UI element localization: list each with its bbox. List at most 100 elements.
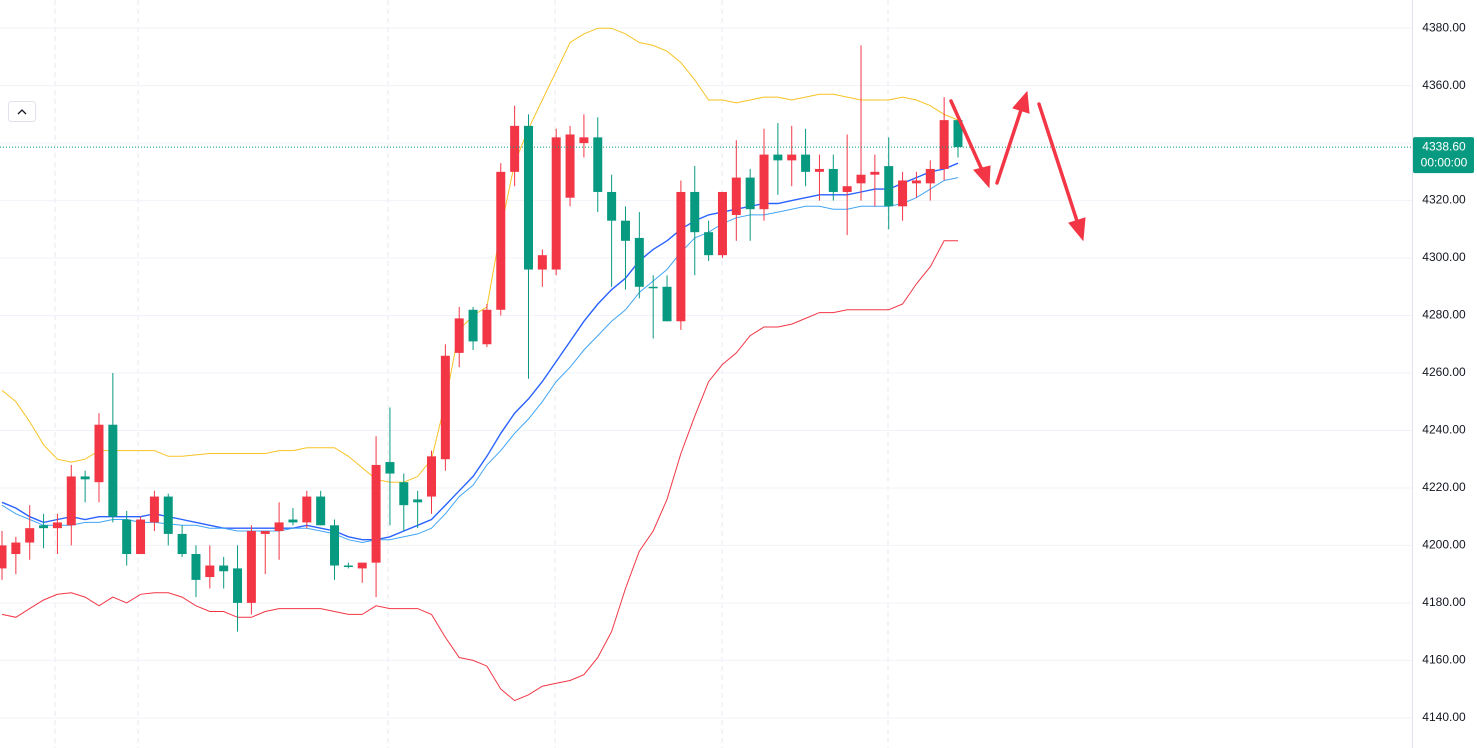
arrow-head (1012, 90, 1030, 114)
y-tick-label: 4320.00 (1422, 193, 1466, 207)
indicator-line (1, 240, 958, 702)
candle-body (870, 171, 880, 175)
candle-body (357, 562, 367, 569)
arrow-shaft (1037, 102, 1079, 223)
grid (0, 27, 1412, 719)
candle-body (731, 177, 741, 215)
arrow-shaft (995, 108, 1023, 185)
collapse-button[interactable] (8, 101, 36, 122)
candle-body (551, 137, 561, 270)
candle-body (925, 168, 935, 184)
collapse-button-frame[interactable] (8, 101, 36, 122)
candle-body (191, 554, 201, 580)
candle-body (745, 177, 755, 210)
candle-body (399, 482, 409, 506)
candle-body (163, 496, 173, 534)
last-price-box (1413, 137, 1474, 174)
candle-body (246, 531, 256, 603)
candle-body (537, 255, 547, 270)
candle-body (704, 232, 714, 256)
candle-body (39, 525, 49, 529)
candle-body (607, 191, 617, 221)
candle-body (842, 186, 852, 192)
candle-body (579, 137, 589, 144)
plot (0, 27, 1412, 702)
candle-body (11, 542, 21, 555)
candle-body (233, 568, 243, 603)
candle-body (787, 154, 797, 161)
candle-body (510, 125, 520, 172)
price-axis: 4140.00 4160.00 4180.00 4200.00 4220.00 4240.… (1413, 20, 1474, 724)
y-tick-label: 4220.00 (1422, 480, 1466, 494)
indicator-line (1, 177, 959, 544)
annotation-arrows (949, 90, 1086, 242)
candle-body (454, 318, 464, 353)
candle-body (427, 456, 437, 497)
y-tick-label: 4240.00 (1422, 423, 1466, 437)
y-tick-label: 4380.00 (1422, 20, 1466, 34)
candle-body (0, 545, 7, 569)
candle-body (523, 125, 533, 270)
y-tick-label: 4140.00 (1422, 710, 1466, 724)
candle-body (801, 154, 811, 172)
indicator-line (1, 27, 959, 483)
candle-body (482, 309, 492, 345)
candle-body (676, 191, 686, 322)
candle-body (52, 522, 62, 529)
candle-body (177, 533, 187, 555)
candle-body (288, 519, 298, 523)
candle-body (385, 462, 395, 474)
candle-body (80, 476, 90, 480)
y-tick-label: 4360.00 (1422, 78, 1466, 92)
candle-body (496, 171, 506, 310)
candle-body (939, 120, 949, 169)
candle-body (953, 120, 963, 148)
candle-body (773, 154, 783, 161)
candle-body (274, 522, 284, 532)
time-grid (54, 0, 889, 748)
candle-body (413, 499, 423, 503)
candle-body (634, 237, 644, 287)
candle-body (690, 191, 700, 233)
candle-body (828, 168, 838, 192)
candle-body (219, 565, 229, 572)
candle-body (911, 180, 921, 184)
candle-body (302, 496, 312, 523)
candle-body (620, 220, 630, 241)
indicator-line (1, 162, 959, 541)
candle-body (717, 191, 727, 256)
candle-body (108, 424, 118, 517)
candle-body (149, 496, 159, 523)
candle-body (814, 168, 824, 172)
candle-body (565, 134, 575, 198)
candle-body (330, 525, 340, 566)
y-tick-label: 4280.00 (1422, 308, 1466, 322)
candle-body (122, 519, 132, 555)
candle-body (898, 180, 908, 207)
arrow-head (1068, 217, 1086, 242)
y-tick-label: 4300.00 (1422, 250, 1466, 264)
candle-body (25, 528, 35, 543)
last-price-label: 4338.60 (1422, 139, 1466, 153)
candle-body (66, 476, 76, 526)
candle-body (260, 531, 270, 534)
candle-body (468, 309, 478, 342)
candle-body (94, 424, 104, 483)
candle-body (343, 565, 353, 568)
countdown-label: 00:00:00 (1421, 155, 1468, 169)
candle-body (440, 355, 450, 460)
candle-body (371, 464, 381, 563)
arrow-head (973, 165, 991, 189)
y-tick-label: 4200.00 (1422, 538, 1466, 552)
candle-body (884, 166, 894, 207)
candle-body (205, 565, 215, 578)
candle-body (856, 174, 866, 184)
y-tick-label: 4160.00 (1422, 653, 1466, 667)
candle-body (759, 154, 769, 210)
collapse-icon[interactable] (17, 109, 27, 115)
candle-body (648, 286, 658, 289)
arrow-shaft (949, 99, 984, 172)
y-tick-label: 4260.00 (1422, 365, 1466, 379)
